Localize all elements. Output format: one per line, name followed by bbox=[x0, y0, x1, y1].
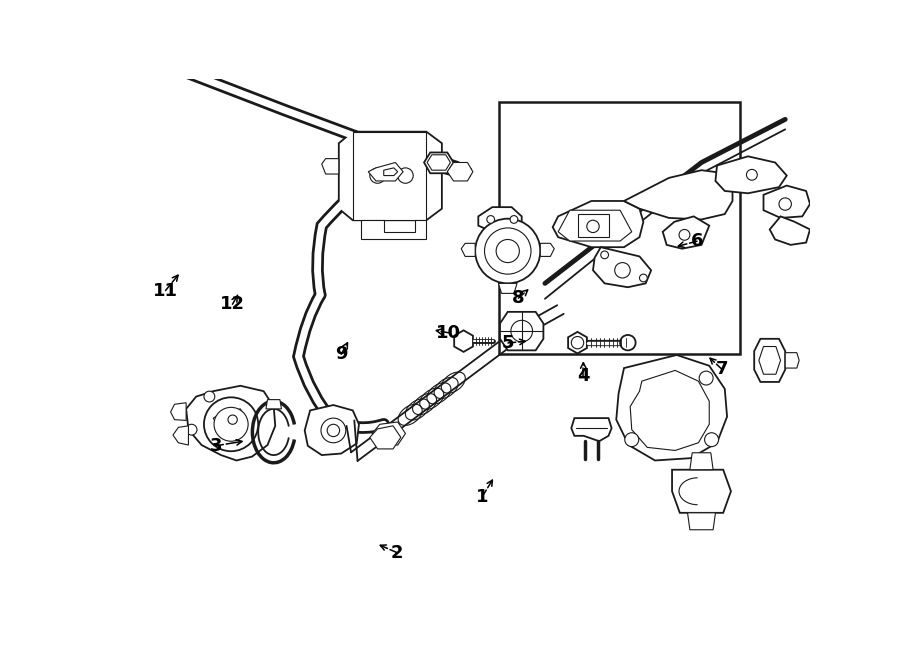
Circle shape bbox=[779, 198, 791, 210]
Polygon shape bbox=[305, 405, 359, 455]
Polygon shape bbox=[568, 332, 587, 354]
Polygon shape bbox=[616, 355, 727, 461]
Circle shape bbox=[625, 433, 639, 447]
Circle shape bbox=[679, 229, 690, 240]
Circle shape bbox=[705, 433, 718, 447]
Polygon shape bbox=[770, 216, 810, 245]
Circle shape bbox=[214, 407, 248, 442]
Text: 6: 6 bbox=[691, 232, 703, 250]
Polygon shape bbox=[454, 330, 473, 352]
Polygon shape bbox=[572, 418, 612, 442]
Polygon shape bbox=[688, 513, 716, 529]
Circle shape bbox=[510, 215, 518, 223]
Polygon shape bbox=[372, 422, 405, 445]
Circle shape bbox=[572, 336, 584, 349]
Circle shape bbox=[615, 262, 630, 278]
Polygon shape bbox=[361, 220, 427, 239]
Polygon shape bbox=[428, 155, 450, 170]
Text: 12: 12 bbox=[220, 295, 245, 313]
Polygon shape bbox=[173, 426, 188, 445]
Text: 1: 1 bbox=[476, 488, 489, 506]
Polygon shape bbox=[763, 186, 810, 218]
Polygon shape bbox=[424, 153, 454, 173]
Polygon shape bbox=[383, 168, 398, 176]
Polygon shape bbox=[353, 132, 427, 220]
Polygon shape bbox=[213, 409, 246, 430]
Polygon shape bbox=[785, 353, 799, 368]
Circle shape bbox=[321, 418, 346, 443]
Polygon shape bbox=[662, 216, 709, 249]
Polygon shape bbox=[500, 312, 544, 350]
Circle shape bbox=[484, 228, 531, 274]
Polygon shape bbox=[499, 284, 517, 293]
Circle shape bbox=[370, 168, 385, 183]
Polygon shape bbox=[266, 400, 282, 409]
Polygon shape bbox=[754, 339, 785, 382]
Circle shape bbox=[398, 168, 413, 183]
Text: 2: 2 bbox=[391, 543, 403, 562]
Polygon shape bbox=[578, 214, 608, 237]
Polygon shape bbox=[540, 243, 554, 256]
Circle shape bbox=[487, 215, 495, 223]
Polygon shape bbox=[322, 159, 338, 174]
Text: 7: 7 bbox=[716, 360, 728, 379]
Polygon shape bbox=[672, 470, 731, 513]
Circle shape bbox=[746, 169, 757, 180]
Polygon shape bbox=[338, 132, 442, 220]
Text: 4: 4 bbox=[577, 367, 590, 385]
Polygon shape bbox=[447, 163, 473, 181]
Polygon shape bbox=[478, 207, 522, 232]
Polygon shape bbox=[553, 201, 644, 247]
Polygon shape bbox=[716, 156, 787, 193]
Polygon shape bbox=[186, 386, 275, 461]
Circle shape bbox=[228, 415, 238, 424]
Polygon shape bbox=[630, 370, 709, 450]
Polygon shape bbox=[461, 243, 475, 256]
Circle shape bbox=[186, 424, 197, 435]
Circle shape bbox=[699, 371, 713, 385]
Circle shape bbox=[496, 239, 519, 262]
Text: 10: 10 bbox=[436, 324, 461, 342]
Polygon shape bbox=[690, 453, 713, 470]
Polygon shape bbox=[370, 426, 400, 449]
Polygon shape bbox=[171, 403, 186, 420]
Text: 11: 11 bbox=[153, 282, 178, 299]
Text: 5: 5 bbox=[501, 334, 514, 352]
Circle shape bbox=[511, 321, 533, 342]
Circle shape bbox=[475, 219, 540, 284]
Polygon shape bbox=[624, 170, 733, 219]
Text: 9: 9 bbox=[335, 345, 347, 363]
Polygon shape bbox=[759, 346, 780, 374]
Circle shape bbox=[204, 397, 258, 451]
Circle shape bbox=[620, 335, 635, 350]
Polygon shape bbox=[368, 163, 403, 181]
Polygon shape bbox=[593, 247, 651, 288]
Polygon shape bbox=[558, 210, 632, 241]
Circle shape bbox=[204, 391, 215, 402]
Circle shape bbox=[601, 251, 608, 258]
Bar bbox=[499, 102, 740, 354]
Text: 3: 3 bbox=[210, 437, 222, 455]
Text: 8: 8 bbox=[512, 289, 525, 307]
Circle shape bbox=[328, 424, 339, 437]
Circle shape bbox=[587, 220, 599, 233]
Circle shape bbox=[640, 274, 647, 282]
